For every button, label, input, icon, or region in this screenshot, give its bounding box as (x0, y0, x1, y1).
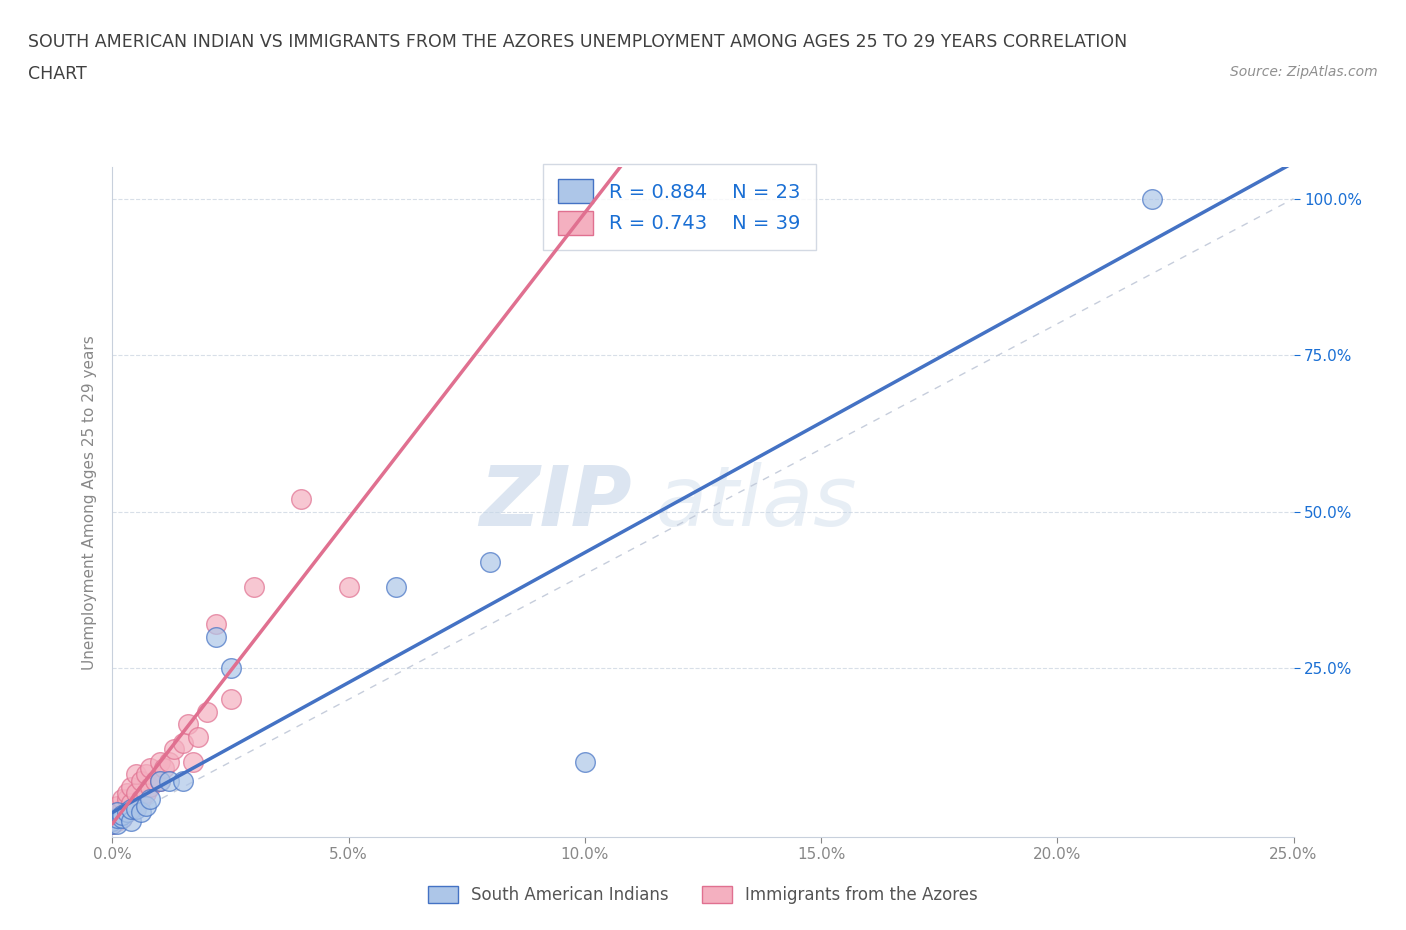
Point (195, 704, 218, 719)
Legend: R = 0.884    N = 23, R = 0.743    N = 39: R = 0.884 N = 23, R = 0.743 N = 39 (543, 164, 815, 250)
Point (290, 492, 312, 507)
Point (149, 754, 172, 769)
Point (149, 773, 172, 788)
Point (125, 798, 148, 813)
Point (385, 579, 408, 594)
Point (135, 786, 157, 801)
Point (101, 814, 124, 829)
Point (111, 811, 134, 826)
Point (111, 792, 134, 807)
Point (125, 786, 148, 801)
Point (129, 792, 152, 807)
Point (115, 804, 138, 819)
Point (139, 792, 162, 807)
Point (205, 630, 228, 644)
Y-axis label: Unemployment Among Ages 25 to 29 years: Unemployment Among Ages 25 to 29 years (82, 335, 97, 670)
Point (172, 773, 194, 788)
Point (101, 817, 124, 832)
Point (115, 786, 138, 801)
Point (135, 767, 157, 782)
Point (479, 554, 502, 569)
Legend: South American Indians, Immigrants from the Azores: South American Indians, Immigrants from … (419, 878, 987, 912)
Point (105, 804, 128, 819)
Point (115, 804, 138, 819)
Text: CHART: CHART (28, 65, 87, 83)
Point (153, 761, 176, 776)
Point (115, 792, 138, 807)
Point (120, 814, 142, 829)
Point (125, 802, 148, 817)
Point (105, 817, 128, 832)
Point (111, 807, 134, 822)
Point (163, 742, 186, 757)
Text: SOUTH AMERICAN INDIAN VS IMMIGRANTS FROM THE AZORES UNEMPLOYMENT AMONG AGES 25 T: SOUTH AMERICAN INDIAN VS IMMIGRANTS FROM… (28, 33, 1128, 50)
Point (157, 773, 180, 788)
Point (135, 798, 157, 813)
Point (120, 795, 142, 810)
Text: atlas: atlas (655, 461, 858, 543)
Point (139, 761, 162, 776)
Point (186, 729, 208, 744)
Point (105, 814, 128, 829)
Text: ZIP: ZIP (479, 461, 633, 543)
Point (120, 779, 142, 794)
Point (125, 767, 148, 782)
Point (574, 754, 596, 769)
Point (205, 617, 228, 631)
Point (111, 811, 134, 826)
Point (101, 807, 124, 822)
Point (181, 754, 204, 769)
Point (120, 802, 142, 817)
Point (1140, 192, 1163, 206)
Point (101, 811, 124, 826)
Point (111, 802, 134, 817)
Point (172, 736, 194, 751)
Text: Source: ZipAtlas.com: Source: ZipAtlas.com (1230, 65, 1378, 79)
Point (243, 579, 266, 594)
Point (101, 817, 124, 832)
Point (129, 773, 152, 788)
Point (219, 660, 242, 675)
Point (143, 773, 166, 788)
Point (105, 798, 128, 813)
Point (139, 779, 162, 794)
Point (149, 773, 172, 788)
Point (105, 804, 128, 819)
Point (177, 717, 200, 732)
Point (157, 754, 180, 769)
Point (337, 579, 360, 594)
Point (219, 692, 242, 707)
Point (129, 804, 152, 819)
Point (105, 811, 128, 826)
